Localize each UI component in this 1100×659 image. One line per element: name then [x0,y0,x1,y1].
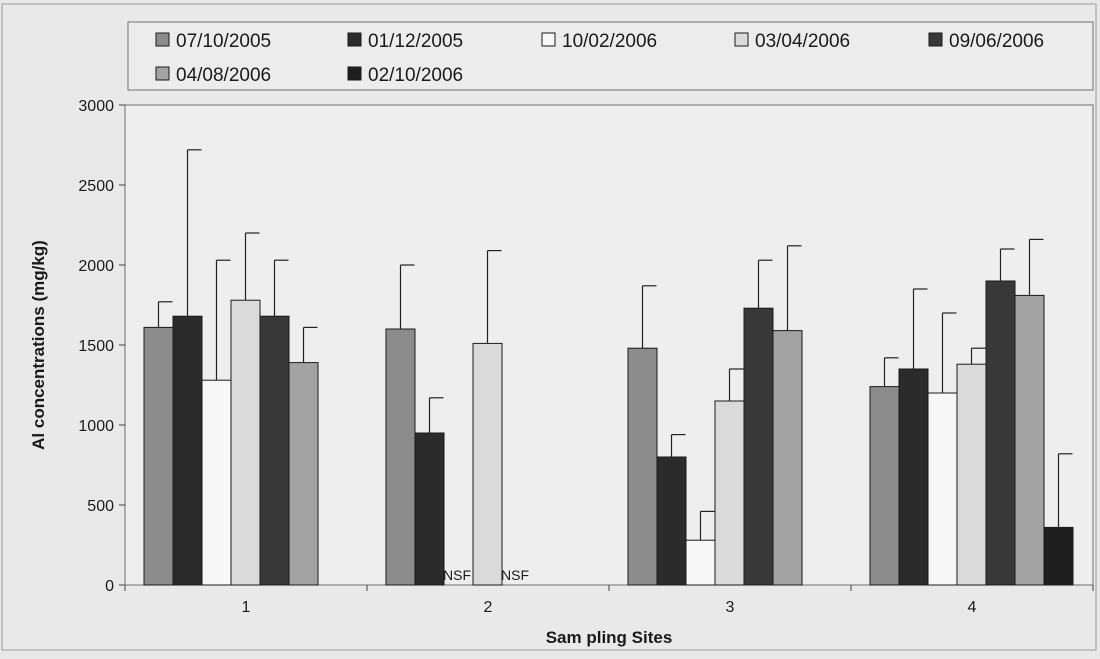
legend-label: 04/08/2006 [176,65,271,86]
legend-swatch [155,32,170,47]
y-tick-label: 2000 [78,258,114,275]
bar-site1-10-02-2006 [201,379,232,586]
legend-label: 03/04/2006 [755,31,850,52]
bar-site4-04-08-2006 [1014,294,1045,586]
legend-label: 10/02/2006 [562,31,657,52]
bar-site3-07-10-2005 [627,347,658,586]
bar-site4-10-02-2006 [927,392,958,586]
bar-site2-01-12-2005 [414,432,445,586]
error-bars [157,149,1073,541]
y-tick-label: 0 [105,578,114,595]
bar-site1-04-08-2006 [288,362,319,586]
legend-swatch [734,32,749,47]
bar-site1-01-12-2005 [172,315,203,586]
y-tick-label: 2500 [78,178,114,195]
y-axis: 0 500 1000 1500 2000 2500 3000 [78,98,125,595]
y-tick-label: 1000 [78,418,114,435]
bar-site3-04-08-2006 [772,330,803,586]
x-axis-title: Sam pling Sites [546,628,673,647]
legend-label: 02/10/2006 [368,65,463,86]
nsf-label: NSF [443,567,471,583]
legend-label: 07/10/2005 [176,31,271,52]
bar-site4-07-10-2005 [869,386,900,586]
bar-site3-01-12-2005 [656,456,687,586]
legend-swatch [347,32,362,47]
legend-swatch [541,32,556,47]
y-tick-label: 1500 [78,338,114,355]
x-tick-label: 4 [968,599,977,616]
bars [143,280,1074,586]
bar-site1-07-10-2005 [143,326,174,586]
bar-site3-10-02-2006 [685,539,716,586]
bar-site4-09-06-2006 [985,280,1016,586]
bar-site3-09-06-2006 [743,307,774,586]
legend-swatch [928,32,943,47]
x-tick-label: 1 [242,599,251,616]
y-tick-label: 500 [87,498,114,515]
y-tick-label: 3000 [78,98,114,115]
legend-swatch [347,66,362,81]
bar-site1-03-04-2006 [230,299,261,586]
legend: 07/10/2005 01/12/2005 10/02/2006 03/04/2006… [155,31,1044,86]
x-tick-label: 2 [484,599,493,616]
bar-site2-07-10-2005 [385,328,416,586]
legend-label: 09/06/2006 [949,31,1044,52]
x-axis: 1 2 3 4 [124,585,1094,616]
legend-label: 01/12/2005 [368,31,463,52]
bar-site1-09-06-2006 [259,315,290,586]
bar-site2-03-04-2006 [472,342,503,586]
bar-site4-03-04-2006 [956,363,987,586]
x-tick-label: 3 [726,599,735,616]
bar-site3-03-04-2006 [714,400,745,586]
annotations: NSF NSF [443,567,529,583]
bar-site4-02-10-2006 [1043,526,1074,586]
bar-site4-01-12-2005 [898,368,929,586]
legend-swatch [155,66,170,81]
nsf-label: NSF [501,567,529,583]
y-axis-title: Al concentrations (mg/kg) [29,240,48,450]
